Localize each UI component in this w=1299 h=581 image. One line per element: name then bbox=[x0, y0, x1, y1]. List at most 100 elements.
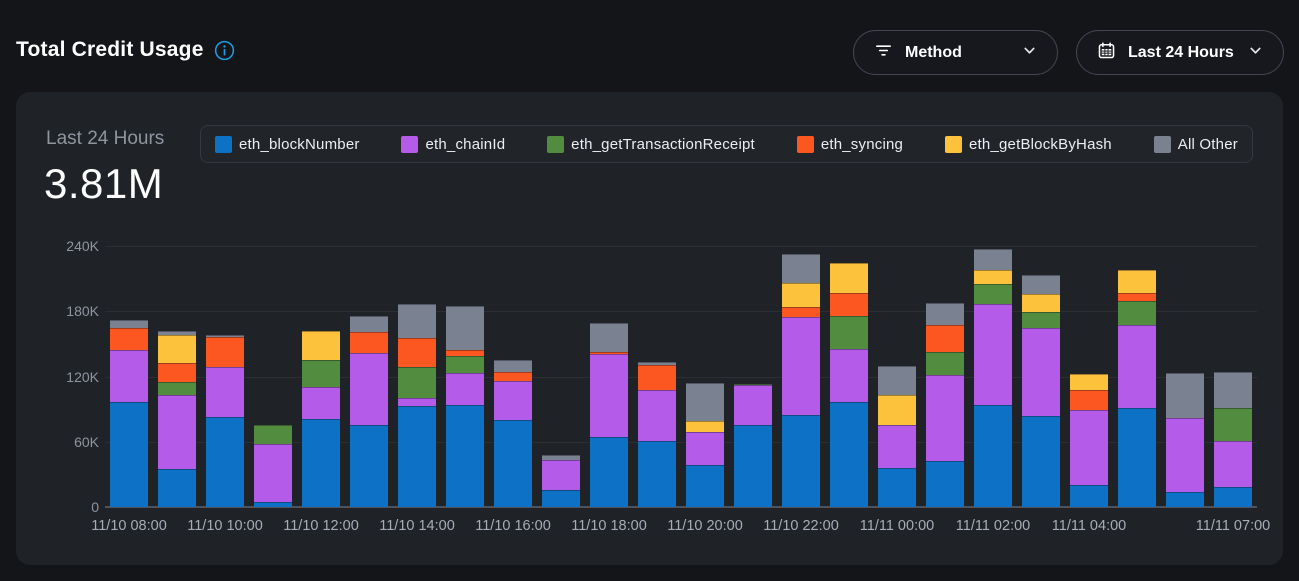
bar-11-10-23-00[interactable] bbox=[830, 263, 868, 507]
bar-11-10-18-00[interactable] bbox=[590, 323, 628, 507]
method-filter-dropdown[interactable]: Method bbox=[853, 30, 1058, 75]
bar-segment-eth-blocknumber bbox=[638, 441, 676, 507]
x-axis-tick-11-10-20-00: 11/10 20:00 bbox=[667, 518, 743, 534]
y-axis-tick-180K: 180K bbox=[66, 303, 99, 319]
legend-item-eth-syncing[interactable]: eth_syncing bbox=[797, 136, 903, 153]
bar-segment-eth-syncing bbox=[830, 293, 868, 316]
bar-segment-all-other bbox=[350, 316, 388, 332]
legend-swatch-icon bbox=[401, 136, 418, 153]
bar-segment-all-other bbox=[110, 320, 148, 328]
bar-11-10-21-00[interactable] bbox=[734, 384, 772, 507]
bar-segment-eth-syncing bbox=[1118, 293, 1156, 302]
legend-item-eth-gettransactionreceipt[interactable]: eth_getTransactionReceipt bbox=[547, 136, 755, 153]
filter-lines-icon bbox=[874, 41, 893, 65]
y-axis-tick-240K: 240K bbox=[66, 238, 99, 254]
bar-11-11-01-00[interactable] bbox=[926, 303, 964, 507]
time-range-dropdown[interactable]: Last 24 Hours bbox=[1076, 30, 1284, 75]
bar-segment-eth-syncing bbox=[1070, 390, 1108, 411]
y-axis-tick-60K: 60K bbox=[74, 434, 99, 450]
info-circle-icon[interactable] bbox=[214, 40, 235, 61]
stacked-bar-chart: 240K180K120K60K011/10 08:0011/10 10:0011… bbox=[105, 246, 1257, 507]
bar-segment-eth-chainid bbox=[878, 425, 916, 467]
legend-item-eth-blocknumber[interactable]: eth_blockNumber bbox=[215, 136, 360, 153]
bar-11-10-16-00[interactable] bbox=[494, 360, 532, 507]
bar-segment-eth-blocknumber bbox=[158, 469, 196, 507]
bar-segment-all-other bbox=[1166, 373, 1204, 418]
bar-segment-eth-chainid bbox=[542, 460, 580, 489]
bar-11-10-19-00[interactable] bbox=[638, 362, 676, 507]
bar-11-11-05-00[interactable] bbox=[1118, 270, 1156, 507]
bar-11-10-12-00[interactable] bbox=[302, 331, 340, 507]
bar-11-10-08-00[interactable] bbox=[110, 320, 148, 507]
x-axis-tick-11-11-00-00: 11/11 00:00 bbox=[860, 518, 934, 534]
bar-segment-eth-chainid bbox=[350, 353, 388, 426]
bar-segment-eth-chainid bbox=[830, 349, 868, 401]
bar-segment-eth-getblockbyhash bbox=[158, 335, 196, 363]
legend-label: eth_getBlockByHash bbox=[969, 136, 1112, 153]
bar-segment-eth-getblockbyhash bbox=[878, 395, 916, 425]
bar-segment-eth-chainid bbox=[494, 381, 532, 420]
bar-segment-all-other bbox=[446, 306, 484, 351]
bar-segment-eth-syncing bbox=[110, 328, 148, 351]
bar-11-10-15-00[interactable] bbox=[446, 306, 484, 507]
bar-segment-eth-chainid bbox=[302, 387, 340, 419]
bar-11-11-03-00[interactable] bbox=[1022, 275, 1060, 507]
x-axis-tick-11-10-16-00: 11/10 16:00 bbox=[475, 518, 551, 534]
bar-segment-eth-chainid bbox=[782, 317, 820, 415]
legend-item-eth-chainid[interactable]: eth_chainId bbox=[401, 136, 505, 153]
bar-11-11-04-00[interactable] bbox=[1070, 374, 1108, 507]
legend-label: eth_getTransactionReceipt bbox=[571, 136, 755, 153]
x-axis-tick-11-10-08-00: 11/10 08:00 bbox=[91, 518, 167, 534]
bar-11-10-22-00[interactable] bbox=[782, 254, 820, 507]
chart-legend: eth_blockNumber eth_chainId eth_getTransac… bbox=[200, 125, 1253, 163]
method-filter-label: Method bbox=[905, 44, 1010, 62]
bar-11-10-14-00[interactable] bbox=[398, 304, 436, 507]
legend-label: eth_syncing bbox=[821, 136, 903, 153]
bar-segment-eth-chainid bbox=[686, 432, 724, 465]
bar-11-11-02-00[interactable] bbox=[974, 249, 1012, 507]
bar-11-11-07-00[interactable] bbox=[1214, 372, 1252, 507]
gridline-240K bbox=[105, 246, 1257, 247]
y-axis-tick-0: 0 bbox=[91, 499, 99, 515]
bar-11-10-20-00[interactable] bbox=[686, 383, 724, 507]
bar-segment-eth-chainid bbox=[1214, 441, 1252, 488]
period-label: Last 24 Hours bbox=[46, 128, 164, 150]
x-axis-tick-11-11-02-00: 11/11 02:00 bbox=[956, 518, 1030, 534]
legend-item-all-other[interactable]: All Other bbox=[1154, 136, 1238, 153]
bar-segment-eth-syncing bbox=[350, 332, 388, 353]
bar-segment-eth-chainid bbox=[206, 367, 244, 417]
chevron-down-icon bbox=[1022, 43, 1037, 63]
bar-segment-eth-blocknumber bbox=[782, 415, 820, 507]
bar-11-10-13-00[interactable] bbox=[350, 316, 388, 507]
header-controls: Method Last 24 Hours bbox=[853, 30, 1284, 75]
bar-segment-eth-blocknumber bbox=[1070, 485, 1108, 507]
header: Total Credit Usage Method bbox=[0, 0, 1299, 92]
bar-segment-eth-chainid bbox=[110, 350, 148, 401]
bar-segment-all-other bbox=[782, 254, 820, 283]
usage-chart-card: Last 24 Hours 3.81M eth_blockNumbereth_c… bbox=[16, 92, 1283, 565]
bar-11-10-11-00[interactable] bbox=[254, 425, 292, 507]
legend-label: eth_blockNumber bbox=[239, 136, 360, 153]
bar-segment-eth-chainid bbox=[446, 373, 484, 405]
bar-segment-eth-blocknumber bbox=[350, 425, 388, 507]
legend-label: eth_chainId bbox=[425, 136, 505, 153]
bar-11-10-17-00[interactable] bbox=[542, 455, 580, 507]
bar-segment-all-other bbox=[1022, 275, 1060, 293]
page-title-wrap: Total Credit Usage bbox=[16, 38, 235, 62]
x-axis-tick-11-10-14-00: 11/10 14:00 bbox=[379, 518, 455, 534]
bar-segment-eth-gettransactionreceipt bbox=[1022, 312, 1060, 327]
bar-11-11-06-00[interactable] bbox=[1166, 373, 1204, 507]
bar-segment-eth-chainid bbox=[974, 304, 1012, 405]
bar-segment-eth-blocknumber bbox=[446, 405, 484, 507]
bar-segment-all-other bbox=[878, 366, 916, 395]
bar-segment-eth-chainid bbox=[1166, 418, 1204, 492]
bar-segment-eth-blocknumber bbox=[686, 465, 724, 507]
bar-segment-eth-chainid bbox=[398, 398, 436, 406]
chevron-down-icon bbox=[1248, 43, 1263, 63]
bar-11-11-00-00[interactable] bbox=[878, 366, 916, 507]
legend-item-eth-getblockbyhash[interactable]: eth_getBlockByHash bbox=[945, 136, 1112, 153]
x-axis-tick-11-10-10-00: 11/10 10:00 bbox=[187, 518, 263, 534]
bar-segment-eth-gettransactionreceipt bbox=[398, 367, 436, 399]
bar-11-10-10-00[interactable] bbox=[206, 335, 244, 507]
bar-11-10-09-00[interactable] bbox=[158, 331, 196, 507]
